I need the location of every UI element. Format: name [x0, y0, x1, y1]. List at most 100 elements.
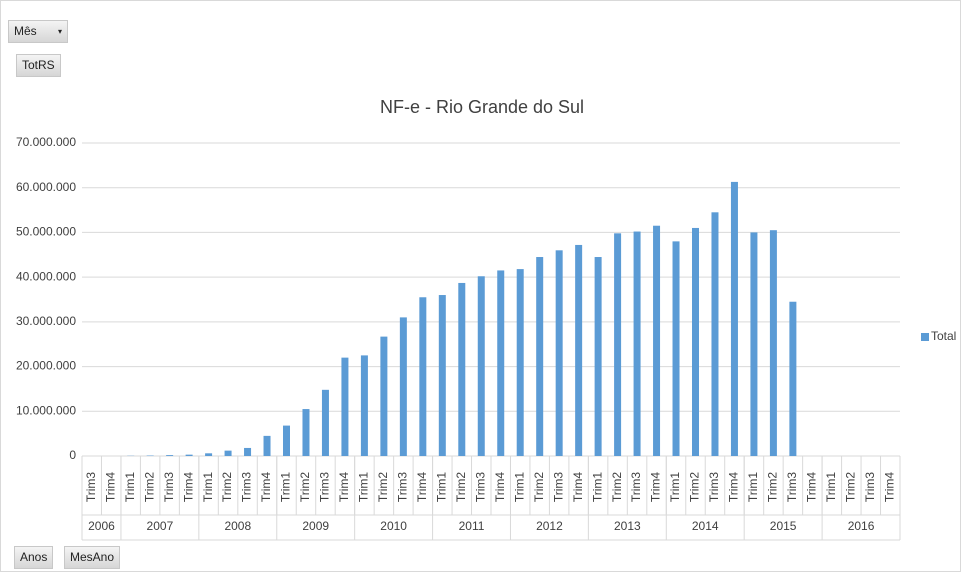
bar	[185, 454, 193, 456]
x-tick-label: Trim3	[785, 472, 799, 503]
x-tick-label: Trim1	[746, 472, 760, 503]
x-tick-label: Trim3	[396, 472, 410, 503]
x-tick-label: Trim2	[454, 472, 468, 503]
x-tick-label: Trim2	[298, 472, 312, 503]
year-label: 2012	[536, 519, 563, 533]
x-tick-label: Trim2	[376, 472, 390, 503]
x-tick-label: Trim3	[473, 472, 487, 503]
x-tick-label: Trim2	[766, 472, 780, 503]
year-label: 2006	[88, 519, 115, 533]
bar	[166, 455, 174, 456]
x-tick-label: Trim4	[727, 472, 741, 503]
y-tick-label: 60.000.000	[16, 180, 76, 194]
year-label: 2009	[302, 519, 329, 533]
bar	[555, 250, 563, 456]
bar	[283, 425, 290, 456]
bar	[205, 453, 213, 456]
bar	[730, 181, 738, 456]
bar	[341, 357, 349, 456]
bar	[575, 244, 583, 456]
x-tick-label: Trim4	[649, 472, 663, 503]
year-label: 2011	[459, 519, 485, 533]
year-label: 2014	[692, 519, 719, 533]
x-tick-label: Trim4	[337, 472, 351, 503]
x-tick-label: Trim4	[493, 472, 507, 503]
year-label: 2007	[147, 519, 174, 533]
legend-swatch	[921, 333, 929, 341]
x-tick-label: Trim3	[629, 472, 643, 503]
bar	[672, 241, 680, 456]
bar	[302, 409, 310, 456]
x-tick-label: Trim4	[882, 472, 896, 503]
x-tick-label: Trim1	[201, 472, 215, 503]
value-button[interactable]: TotRS	[16, 54, 61, 77]
x-tick-label: Trim3	[84, 472, 98, 503]
x-tick-label: Trim4	[181, 472, 195, 503]
bar	[244, 447, 252, 456]
x-tick-label: Trim1	[824, 472, 838, 503]
bar	[224, 450, 232, 456]
x-tick-label: Trim1	[123, 472, 137, 503]
x-tick-label: Trim2	[220, 472, 234, 503]
bar	[789, 301, 797, 456]
x-tick-label: Trim3	[162, 472, 176, 503]
x-tick-label: Trim3	[318, 472, 332, 503]
x-tick-label: Trim4	[571, 472, 585, 503]
x-tick-label: Trim4	[805, 472, 819, 503]
y-tick-label: 40.000.000	[16, 269, 76, 283]
bar	[653, 225, 661, 456]
y-tick-label: 10.000.000	[16, 403, 76, 417]
year-label: 2008	[224, 519, 251, 533]
x-tick-label: Trim3	[863, 472, 877, 503]
bar	[360, 355, 368, 456]
x-tick-label: Trim1	[279, 472, 293, 503]
bar	[594, 257, 602, 456]
x-tick-label: Trim3	[707, 472, 721, 503]
x-tick-label: Trim2	[532, 472, 546, 503]
year-label: 2013	[614, 519, 641, 533]
bar	[750, 232, 758, 456]
chart-title: NF-e - Rio Grande do Sul	[380, 97, 584, 117]
bar	[516, 269, 524, 456]
y-tick-label: 20.000.000	[16, 359, 76, 373]
axis-button[interactable]: MesAno	[64, 546, 121, 569]
x-tick-label: Trim4	[259, 472, 273, 503]
filter-label: Mês	[14, 24, 37, 38]
bar	[614, 233, 622, 456]
x-tick-label: Trim1	[434, 472, 448, 503]
legend-label: Total	[931, 329, 956, 343]
x-tick-label: Trim3	[551, 472, 565, 503]
x-tick-label: Trim1	[512, 472, 526, 503]
bar	[380, 336, 388, 456]
x-tick-label: Trim3	[240, 472, 254, 503]
year-label: 2016	[848, 519, 875, 533]
bar	[497, 270, 505, 456]
x-tick-label: Trim4	[415, 472, 429, 503]
bar	[419, 297, 427, 456]
x-tick-label: Trim2	[843, 472, 857, 503]
bar	[536, 257, 544, 456]
year-label: 2015	[770, 519, 797, 533]
y-tick-label: 0	[69, 448, 76, 462]
x-tick-label: Trim1	[357, 472, 371, 503]
year-label: 2010	[380, 519, 407, 533]
filter-button[interactable]: Mês ▾	[8, 20, 68, 43]
y-tick-label: 50.000.000	[16, 225, 76, 239]
x-tick-label: Trim1	[590, 472, 604, 503]
x-tick-label: Trim2	[142, 472, 156, 503]
bar	[477, 276, 485, 456]
dropdown-arrow: ▾	[57, 27, 62, 36]
y-tick-label: 70.000.000	[16, 135, 76, 149]
x-tick-label: Trim1	[668, 472, 682, 503]
axis-button[interactable]: Anos	[14, 546, 54, 569]
bar	[769, 230, 777, 456]
y-tick-label: 30.000.000	[16, 314, 76, 328]
bar	[321, 389, 329, 456]
bar	[458, 282, 466, 456]
bar	[399, 317, 407, 456]
bar	[438, 295, 446, 456]
bar	[633, 231, 641, 456]
